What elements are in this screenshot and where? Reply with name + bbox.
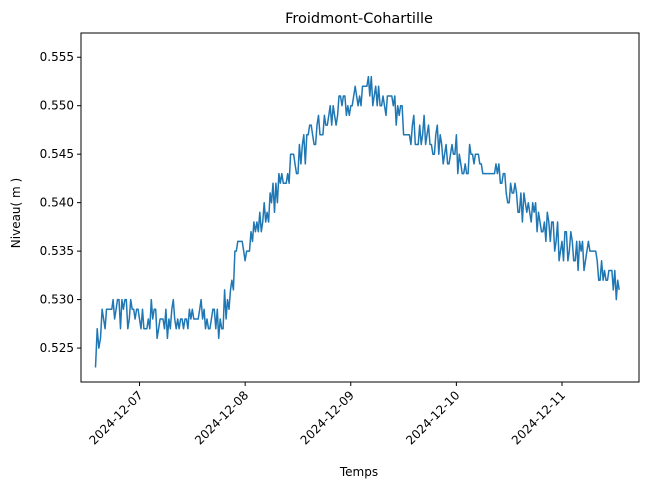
y-tick-label: 0.525 — [40, 341, 74, 355]
y-tick-label: 0.530 — [40, 293, 74, 307]
plot-area — [80, 32, 640, 383]
chart-title: Froidmont-Cohartille — [285, 11, 433, 27]
y-tick-label: 0.535 — [40, 244, 74, 258]
y-tick-label: 0.540 — [40, 196, 74, 210]
y-axis-title: Niveau( m ) — [9, 178, 23, 248]
y-axis: 0.525 0.530 0.535 0.540 0.545 0.550 0.555 — [40, 50, 81, 355]
y-tick-label: 0.555 — [40, 50, 74, 64]
y-tick-label: 0.545 — [40, 147, 74, 161]
x-axis-title: Temps — [339, 465, 378, 479]
y-tick-label: 0.550 — [40, 99, 74, 113]
series-line — [94, 75, 620, 368]
